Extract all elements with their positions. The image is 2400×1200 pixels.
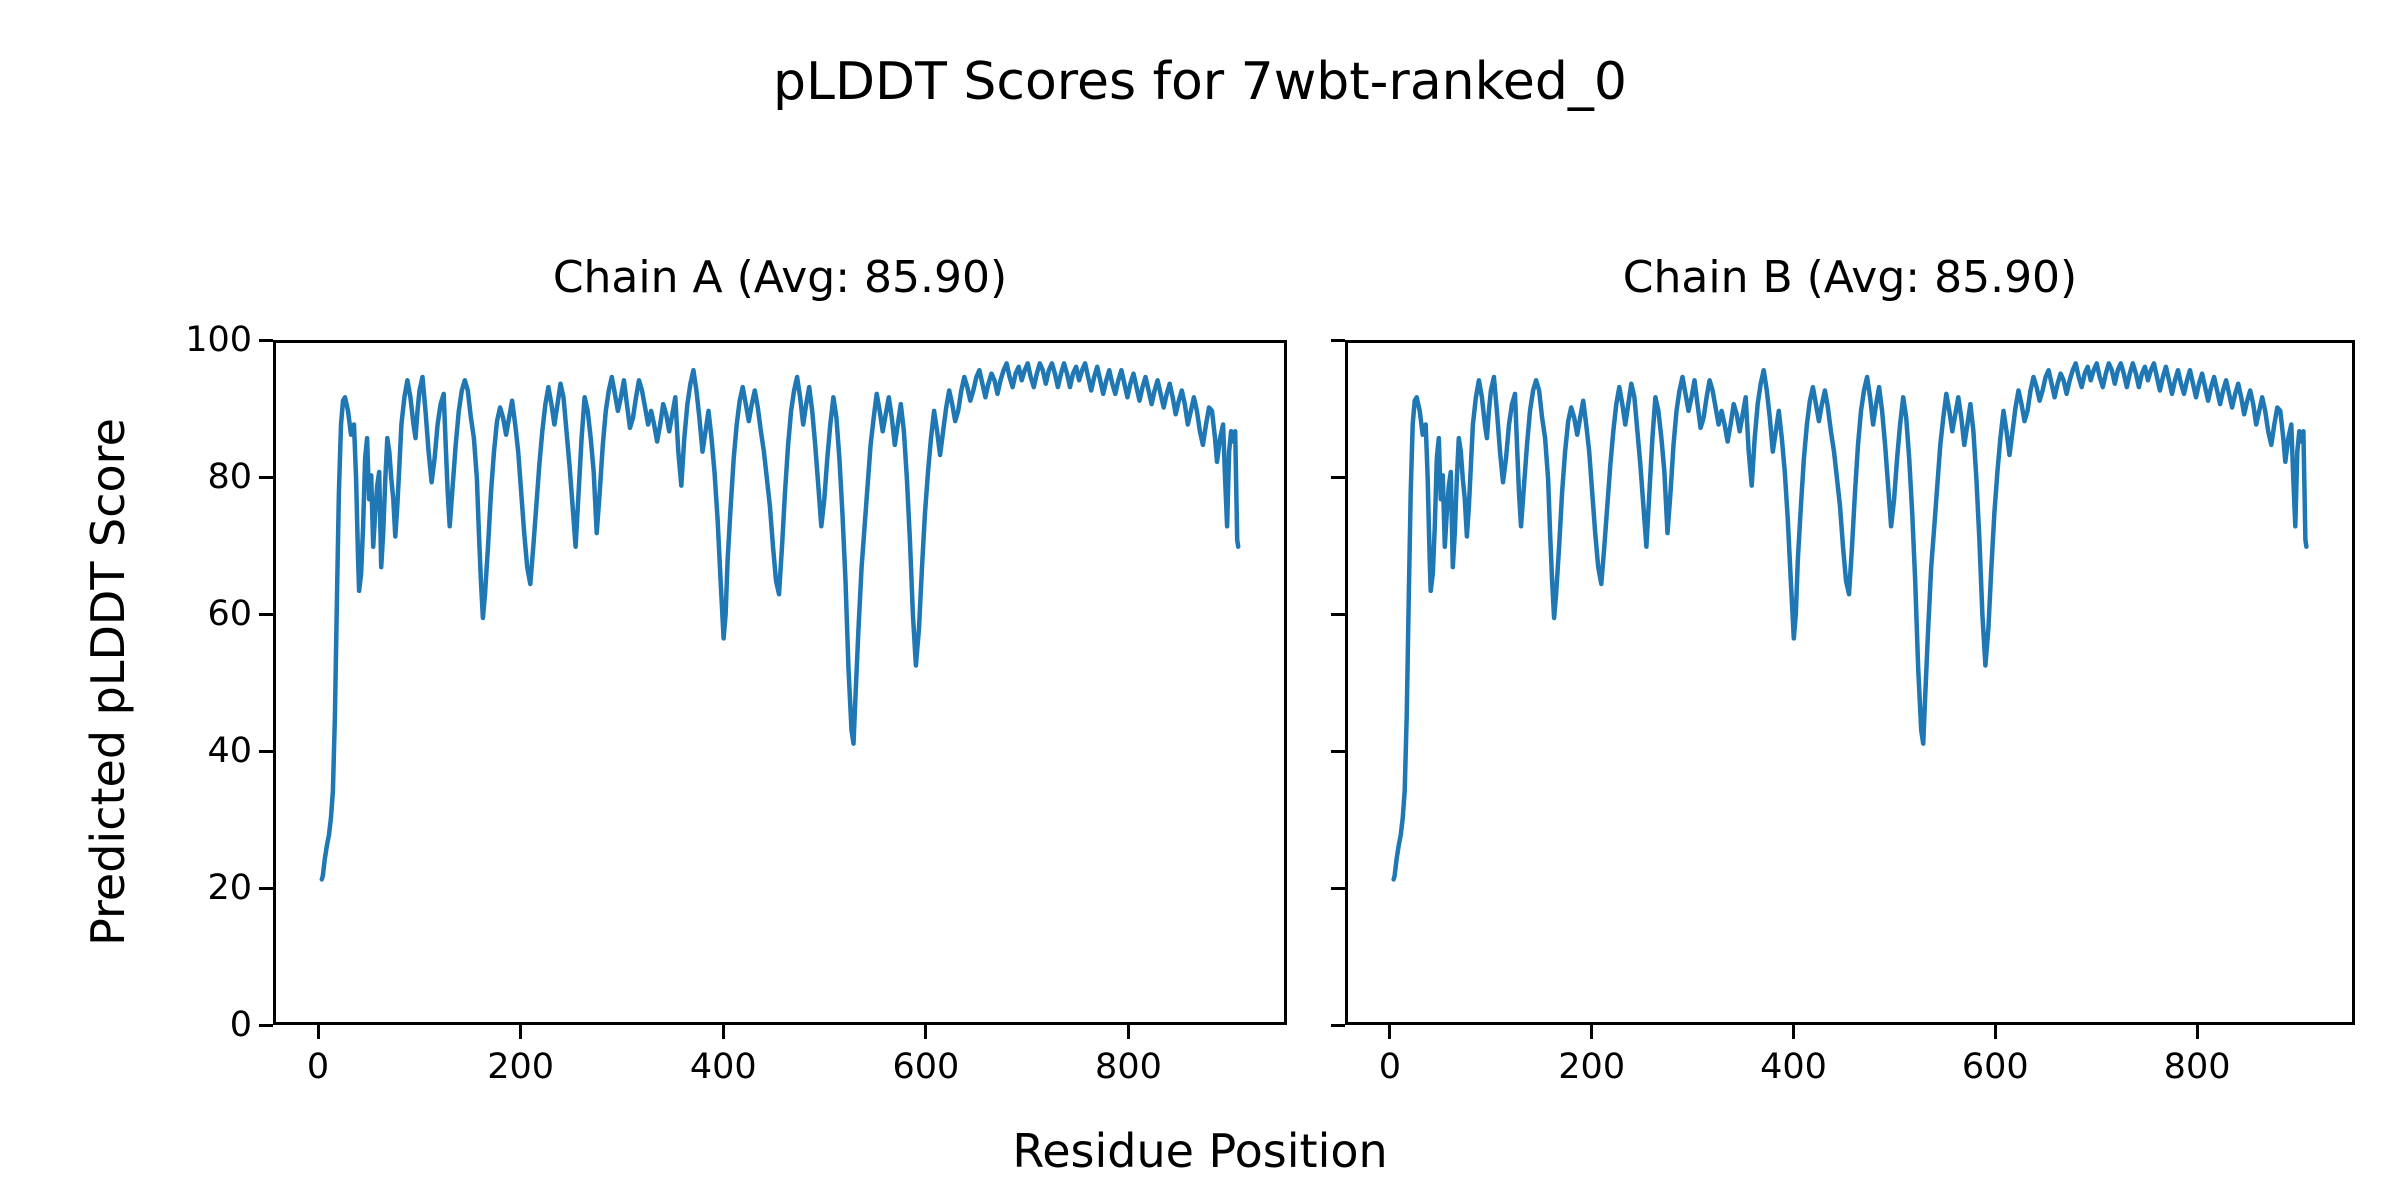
x-axis-label: Residue Position (1012, 1124, 1388, 1178)
y-tick-mark (259, 749, 273, 753)
x-tick-label: 800 (1095, 1047, 1162, 1087)
y-tick-label: 40 (207, 731, 252, 771)
plddt-polyline (319, 361, 1241, 882)
y-tick-mark (259, 612, 273, 616)
x-tick-mark (1126, 1025, 1130, 1039)
y-axis-label: Predicted pLDDT Score (81, 418, 135, 946)
x-tick-label: 600 (1961, 1047, 2029, 1087)
x-tick-mark (721, 1025, 725, 1039)
x-tick-mark (519, 1025, 523, 1039)
y-tick-mark (259, 338, 273, 342)
plddt-line-chain-b (1391, 361, 2309, 882)
axes-chain-a (273, 340, 1287, 1025)
x-tick-mark (1590, 1025, 1594, 1039)
x-tick-label: 200 (487, 1047, 555, 1087)
x-tick-label: 0 (306, 1047, 330, 1087)
x-tick-mark (316, 1025, 320, 1039)
y-tick-mark (1331, 612, 1345, 616)
y-tick-mark (1331, 338, 1345, 342)
y-tick-mark (1331, 475, 1345, 479)
y-tick-label: 60 (207, 594, 252, 634)
figure-title: pLDDT Scores for 7wbt-ranked_0 (773, 52, 1627, 112)
y-tick-label: 80 (207, 457, 252, 497)
y-tick-label: 20 (207, 868, 252, 908)
y-tick-mark (259, 886, 273, 890)
y-tick-mark (259, 475, 273, 479)
x-tick-label: 0 (1378, 1047, 1402, 1087)
plddt-polyline (1391, 361, 2309, 882)
x-tick-label: 400 (1760, 1047, 1827, 1087)
y-tick-mark (1331, 886, 1345, 890)
y-tick-mark (1331, 1023, 1345, 1027)
axes-chain-b (1345, 340, 2355, 1025)
y-tick-mark (259, 1023, 273, 1027)
x-tick-label: 600 (892, 1047, 960, 1087)
y-tick-label: 100 (185, 320, 252, 360)
x-tick-label: 400 (689, 1047, 757, 1087)
x-tick-label: 200 (1558, 1047, 1626, 1087)
x-tick-mark (924, 1025, 928, 1039)
x-tick-label: 800 (2163, 1047, 2231, 1087)
x-tick-mark (1388, 1025, 1392, 1039)
plddt-line-chain-a (319, 361, 1241, 882)
x-tick-mark (2195, 1025, 2199, 1039)
x-tick-mark (1791, 1025, 1795, 1039)
y-tick-label: 0 (229, 1005, 252, 1045)
subplot-title-chain-b: Chain B (Avg: 85.90) (1622, 252, 2078, 303)
subplot-title-chain-a: Chain A (Avg: 85.90) (552, 252, 1008, 303)
y-tick-mark (1331, 749, 1345, 753)
x-tick-mark (1993, 1025, 1997, 1039)
